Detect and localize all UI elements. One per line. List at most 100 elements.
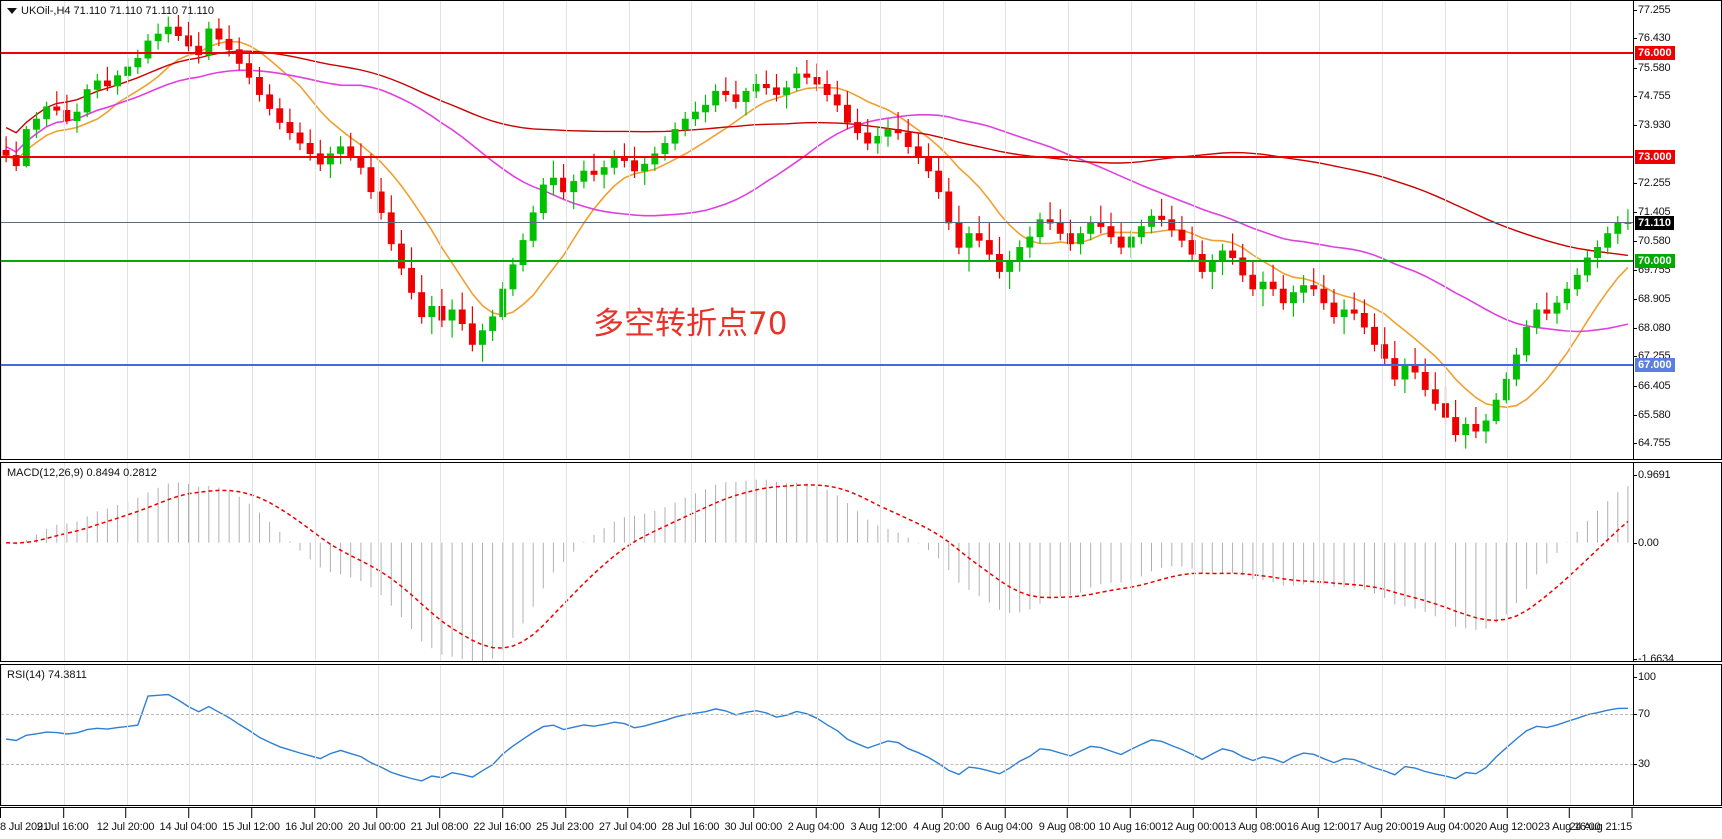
time-axis-tick: 27 Jul 04:00 bbox=[599, 808, 657, 833]
macd-panel[interactable]: MACD(12,26,9) 0.8494 0.2812 0.9691 0.00 -1… bbox=[0, 462, 1722, 665]
time-axis-tick: 14 Jul 04:00 bbox=[160, 808, 217, 833]
macd-plot-area[interactable] bbox=[1, 463, 1633, 661]
rsi-level-30 bbox=[1, 763, 1633, 765]
rsi-gridline bbox=[126, 665, 128, 805]
time-axis-tick: 3 Aug 12:00 bbox=[851, 808, 907, 833]
time-axis-tick: 28 Jul 16:00 bbox=[662, 808, 719, 833]
macd-gridline bbox=[503, 463, 505, 661]
price-gridline bbox=[1, 1, 2, 459]
macd-gridline bbox=[1256, 463, 1258, 661]
price-gridline bbox=[817, 1, 818, 459]
rsi-gridline bbox=[1005, 665, 1007, 805]
rsi-gridline bbox=[817, 665, 818, 805]
rsi-axis-tick: 100 bbox=[1634, 671, 1656, 683]
time-axis-tick: 9 Aug 08:00 bbox=[1039, 808, 1096, 833]
price-gridline bbox=[691, 1, 693, 459]
price-gridline bbox=[879, 1, 881, 459]
rsi-gridline bbox=[189, 665, 191, 805]
price-tag-73.000[interactable]: 73.000 bbox=[1635, 150, 1675, 165]
time-axis-tick: 20 Aug 12:00 bbox=[1475, 808, 1538, 833]
time-axis-tick: 22 Jul 16:00 bbox=[473, 808, 531, 833]
macd-gridline bbox=[1570, 463, 1572, 661]
price-axis-tick: 73.930 bbox=[1633, 118, 1671, 131]
time-axis-tick: 25 Jul 23:00 bbox=[536, 808, 594, 833]
rsi-axis-tick: 30 bbox=[1634, 757, 1650, 770]
price-axis-tick: 75.580 bbox=[1633, 61, 1671, 74]
rsi-gridline bbox=[314, 665, 316, 805]
price-axis-tick: 76.430 bbox=[1633, 32, 1671, 45]
time-axis-tick: 9 Jul 16:00 bbox=[37, 808, 89, 833]
rsi-gridline bbox=[754, 665, 756, 805]
macd-gridline bbox=[377, 463, 379, 661]
rsi-panel[interactable]: RSI(14) 74.3811 100 70 30 bbox=[0, 664, 1722, 806]
price-tag-76.000[interactable]: 76.000 bbox=[1635, 46, 1675, 61]
time-axis-tick: 13 Aug 08:00 bbox=[1224, 808, 1287, 833]
price-gridline bbox=[440, 1, 442, 459]
macd-axis[interactable]: 0.9691 0.00 -1.6634 bbox=[1633, 463, 1721, 665]
rsi-gridline bbox=[63, 665, 65, 805]
price-panel[interactable]: UKOil-,H4 71.110 71.110 71.110 71.110 77… bbox=[0, 0, 1722, 460]
rsi-gridline bbox=[1444, 665, 1446, 805]
price-gridline bbox=[1444, 1, 1446, 459]
price-gridline bbox=[1319, 1, 1321, 459]
rsi-plot-area[interactable] bbox=[1, 665, 1633, 805]
price-plot-area[interactable] bbox=[1, 1, 1633, 459]
price-level-line bbox=[1, 260, 1633, 263]
macd-gridline bbox=[1005, 463, 1007, 661]
rsi-gridline bbox=[879, 665, 881, 805]
price-axis-tick: 68.905 bbox=[1633, 293, 1671, 306]
time-axis-tick: 20 Jul 00:00 bbox=[348, 808, 406, 833]
macd-gridline bbox=[1381, 463, 1383, 661]
macd-gridline bbox=[1193, 463, 1195, 661]
time-axis-tick: 6 Aug 04:00 bbox=[976, 808, 1033, 833]
price-tag-67.000[interactable]: 67.000 bbox=[1635, 358, 1675, 373]
price-gridline bbox=[628, 1, 630, 459]
price-axis-tick: 64.755 bbox=[1633, 437, 1671, 450]
macd-axis-tick: 0.00 bbox=[1634, 536, 1659, 549]
time-axis-tick: 30 Jul 00:00 bbox=[724, 808, 782, 833]
collapse-triangle-down-icon[interactable] bbox=[7, 8, 17, 14]
macd-gridline bbox=[440, 463, 442, 661]
price-gridline bbox=[503, 1, 505, 459]
rsi-axis[interactable]: 100 70 30 bbox=[1633, 665, 1721, 805]
price-gridline bbox=[1256, 1, 1258, 459]
macd-gridline bbox=[126, 463, 128, 661]
rsi-axis-tick: 70 bbox=[1634, 708, 1650, 721]
rsi-gridline bbox=[377, 665, 379, 805]
rsi-gridline bbox=[1381, 665, 1383, 805]
macd-gridline bbox=[1130, 463, 1132, 661]
rsi-label: RSI(14) 74.3811 bbox=[7, 669, 87, 681]
macd-axis-tick: 0.9691 bbox=[1633, 469, 1671, 481]
price-tag-71.110[interactable]: 71.110 bbox=[1635, 215, 1675, 230]
price-tag-70.000[interactable]: 70.000 bbox=[1635, 254, 1675, 269]
macd-gridline bbox=[189, 463, 191, 661]
macd-gridline bbox=[252, 463, 254, 661]
rsi-gridline bbox=[1068, 665, 1070, 805]
macd-gridline bbox=[1319, 463, 1321, 661]
time-axis[interactable]: 8 Jul 2021 9 Jul 16:00 12 Jul 20:00 14 Jul … bbox=[0, 807, 1722, 839]
price-axis-tick: 71.405 bbox=[1633, 206, 1671, 219]
price-axis[interactable]: 77.255 76.430 75.580 74.755 73.930 72.255 71.4… bbox=[1633, 1, 1721, 459]
rsi-gridline bbox=[565, 665, 567, 805]
rsi-gridline bbox=[1130, 665, 1132, 805]
price-axis-tick: 74.755 bbox=[1633, 90, 1671, 103]
price-level-line bbox=[1, 156, 1633, 159]
macd-gridline bbox=[63, 463, 65, 661]
time-axis-tick: 2 Aug 04:00 bbox=[788, 808, 844, 833]
rsi-gridline bbox=[1507, 665, 1509, 805]
price-axis-tick: 66.405 bbox=[1633, 379, 1671, 392]
price-gridline bbox=[314, 1, 316, 459]
time-axis-tick: 8 Jul 2021 bbox=[0, 808, 49, 833]
price-axis-tick: 77.255 bbox=[1633, 3, 1671, 16]
time-axis-tick: 23 Aug 16:00 bbox=[1538, 808, 1601, 833]
time-axis-tick: 4 Aug 20:00 bbox=[913, 808, 970, 833]
price-gridline bbox=[63, 1, 65, 459]
time-axis-tick: 16 Jul 20:00 bbox=[285, 808, 343, 833]
rsi-gridline bbox=[1193, 665, 1195, 805]
rsi-gridline bbox=[1256, 665, 1258, 805]
macd-gridline bbox=[942, 463, 944, 661]
rsi-gridline bbox=[691, 665, 693, 805]
rsi-gridline bbox=[1319, 665, 1321, 805]
rsi-level-70 bbox=[1, 714, 1633, 716]
